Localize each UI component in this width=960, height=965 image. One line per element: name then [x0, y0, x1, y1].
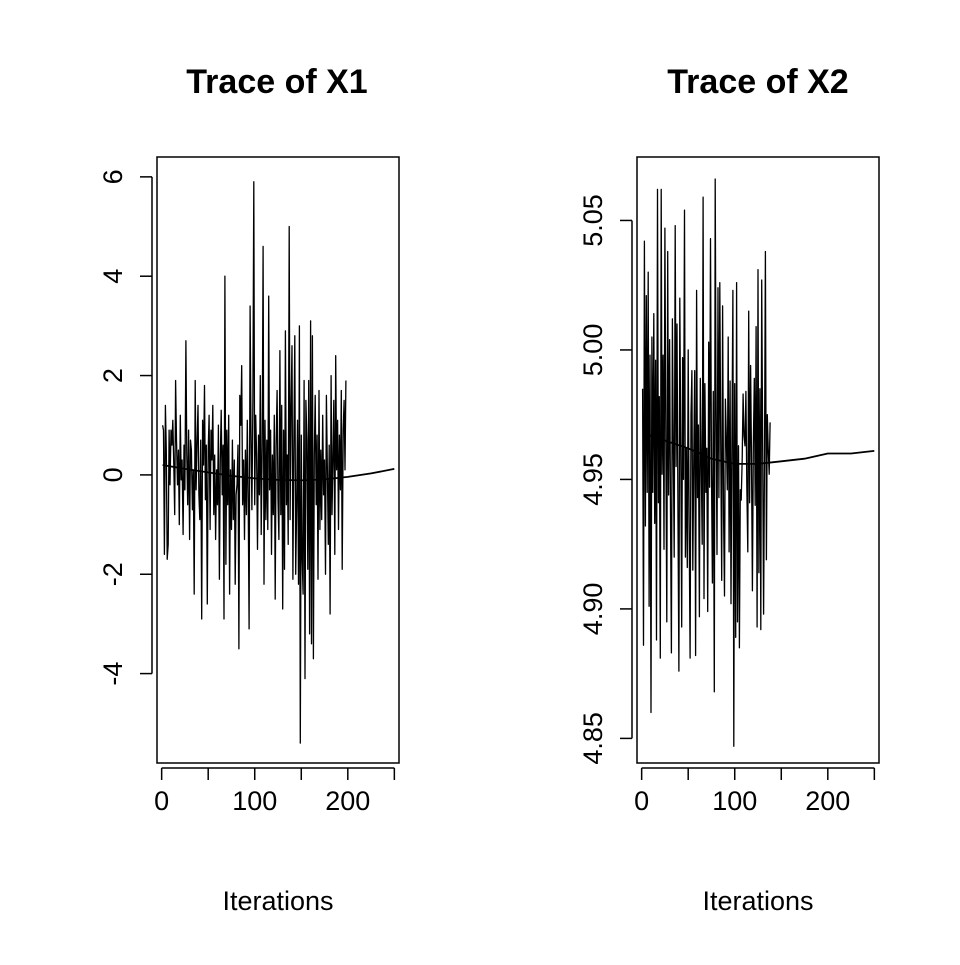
- x-axis-label: Iterations: [702, 886, 813, 916]
- y-tick-label: 5.05: [578, 194, 608, 247]
- y-tick-label: 6: [98, 169, 128, 184]
- x-tick-label: 100: [712, 786, 757, 816]
- smooth-line: [642, 431, 875, 465]
- smooth-line: [162, 464, 395, 482]
- y-tick-label: 4: [98, 269, 128, 284]
- trace-line: [161, 181, 347, 744]
- y-tick-label: 0: [98, 467, 128, 482]
- x-tick-label: 100: [232, 786, 277, 816]
- plot-frame: [636, 156, 880, 764]
- x-tick-label: 200: [805, 786, 850, 816]
- y-tick-label: 4.85: [578, 712, 608, 765]
- x-tick-label: 200: [325, 786, 370, 816]
- x-axis-label: Iterations: [222, 886, 333, 916]
- y-tick-label: -4: [98, 662, 128, 686]
- trace-line: [641, 178, 771, 747]
- axis-ticks: 0 100 200 -4 -2 0 2 4 6: [98, 169, 396, 816]
- y-tick-label: 2: [98, 368, 128, 383]
- series-marks: [161, 181, 395, 744]
- y-tick-label: 4.90: [578, 583, 608, 636]
- trace-x1-panel: Trace of X1 0 100 200 -4 -2 0 2 4 6 Iterations: [98, 63, 400, 916]
- x-tick-label: 0: [634, 786, 649, 816]
- series-marks: [641, 178, 875, 747]
- chart-title: Trace of X1: [186, 63, 367, 101]
- trace-x2-panel: Trace of X2 0 100 2004.854.904.955.005.05 …: [578, 63, 880, 916]
- plot-frame: [156, 156, 400, 764]
- y-tick-label: 4.95: [578, 453, 608, 506]
- x-tick-label: 0: [154, 786, 169, 816]
- chart-title: Trace of X2: [667, 63, 848, 101]
- y-tick-label: -2: [98, 562, 128, 586]
- y-tick-label: 5.00: [578, 324, 608, 377]
- axis-ticks: 0 100 200 4.85 4.90 4.95 5.00 5.05: [578, 194, 876, 816]
